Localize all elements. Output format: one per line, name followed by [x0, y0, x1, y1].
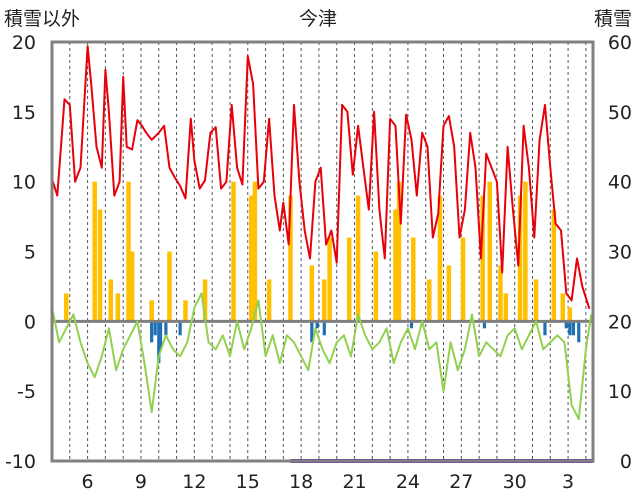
right-tick-label: 0 — [620, 451, 632, 473]
negative-bar — [164, 321, 168, 336]
precip-bar — [167, 251, 172, 322]
right-tick-label: 10 — [608, 381, 632, 403]
negative-bar — [568, 321, 572, 336]
left-tick-label: 5 — [24, 242, 36, 264]
right-tick-label: 30 — [608, 242, 632, 264]
precip-bar — [567, 307, 573, 322]
left-tick-label: -5 — [17, 381, 36, 403]
precip-bar — [108, 279, 113, 322]
negative-bar — [482, 321, 487, 329]
precip-bar — [533, 279, 539, 322]
precip-bar — [63, 293, 69, 322]
left-tick-label: -10 — [5, 451, 36, 473]
negative-bar — [322, 321, 326, 336]
precip-bar — [115, 293, 121, 322]
x-tick-label: 24 — [396, 471, 420, 493]
x-tick-label: 9 — [135, 471, 147, 493]
x-tick-label: 21 — [342, 471, 366, 493]
negative-bar — [157, 321, 161, 364]
negative-bar — [150, 321, 154, 343]
precip-bar — [92, 181, 97, 322]
precip-bar — [183, 300, 188, 322]
right-tick-label: 50 — [608, 102, 632, 124]
precip-bar — [396, 181, 402, 322]
right-axis-label: 積雪 — [594, 8, 632, 30]
precip-bar — [327, 237, 332, 322]
precip-bar — [266, 279, 272, 322]
negative-bar — [178, 321, 182, 336]
precip-bar — [446, 265, 452, 322]
chart-title: 今津 — [299, 8, 337, 30]
left-tick-label: 10 — [12, 172, 36, 194]
precip-bar — [487, 181, 493, 322]
precip-bar — [249, 195, 254, 322]
precip-bar — [252, 181, 258, 322]
precip-bar — [393, 209, 398, 322]
negative-bar — [153, 321, 157, 336]
x-tick-label: 18 — [289, 471, 313, 493]
x-tick-label: 6 — [82, 471, 94, 493]
precip-bar — [346, 237, 352, 322]
x-tick-label: 27 — [449, 471, 473, 493]
precip-bar — [373, 251, 379, 322]
x-tick-label: 30 — [503, 471, 527, 493]
right-tick-label: 60 — [608, 32, 632, 54]
negative-bar — [564, 321, 568, 329]
precip-bar — [97, 209, 103, 322]
left-tick-label: 20 — [12, 32, 36, 54]
negative-bar — [315, 321, 319, 329]
max-temp-line — [51, 45, 591, 310]
precip-bar — [231, 181, 236, 322]
negative-bar — [577, 321, 581, 343]
precip-bar — [322, 279, 327, 322]
precip-bar — [480, 195, 485, 322]
precip-bar — [517, 195, 523, 322]
precip-bar — [129, 251, 135, 322]
precip-bar — [288, 195, 293, 322]
plot-frame — [50, 40, 595, 463]
precip-bar — [355, 195, 361, 322]
negative-bar — [409, 321, 414, 329]
precip-bar — [503, 293, 509, 322]
negative-bar — [571, 321, 576, 336]
precip-bar — [411, 237, 416, 322]
x-tick-label: 12 — [182, 471, 206, 493]
x-tick-label: 3 — [562, 471, 574, 493]
precip-bar — [551, 209, 557, 322]
min-temp-line — [51, 292, 593, 421]
precip-bar — [498, 265, 503, 322]
right-tick-label: 40 — [608, 172, 632, 194]
precip-bar — [427, 279, 432, 322]
left-axis-label: 積雪以外 — [4, 8, 80, 30]
left-tick-label: 0 — [24, 311, 36, 333]
negative-bar — [310, 321, 314, 343]
negative-bar — [543, 321, 547, 336]
negative-bar — [158, 321, 163, 350]
x-tick-label: 15 — [236, 471, 260, 493]
precip-bar — [126, 181, 131, 322]
left-tick-label: 15 — [12, 102, 36, 124]
precip-bar — [202, 279, 208, 322]
precip-bar — [460, 237, 466, 322]
precip-bar — [309, 265, 315, 322]
precip-bar — [523, 181, 528, 322]
precip-bar — [437, 195, 443, 322]
precip-bar — [560, 293, 565, 322]
precip-bar — [149, 300, 154, 322]
right-tick-label: 20 — [608, 311, 632, 333]
